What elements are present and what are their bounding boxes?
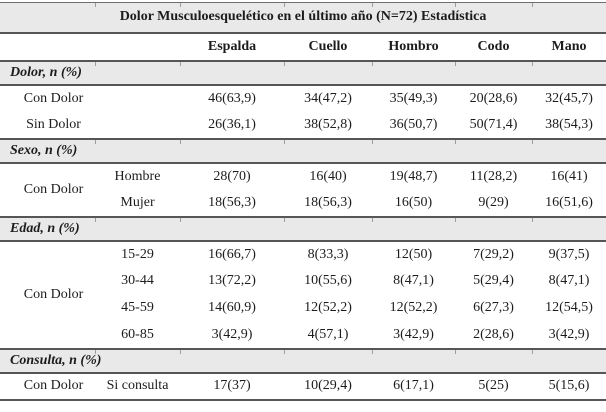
cell-mano: 9(37,5) [532,240,606,268]
cell-espalda: 14(60,9) [180,294,284,322]
cell-codo: 9(29) [455,189,532,217]
column-header-mano: Mano [532,32,606,61]
cell-cuello: 18(56,3) [284,189,372,217]
cell-cuello: 38(52,8) [284,111,372,139]
column-header-espalda: Espalda [180,32,284,61]
cell-codo: 2(28,6) [455,321,532,349]
row-label: Con Dolor [0,372,95,400]
cell-cuello: 12(52,2) [284,294,372,322]
cell-cuello: 16(40) [284,162,372,190]
cell-mano: 32(45,7) [532,84,606,112]
section-header-row: Dolor, n (%) [0,59,606,86]
cell-codo: 7(29,2) [455,240,532,268]
table-row: Con Dolor 15-29 16(66,7) 8(33,3) 12(50) 7(29,… [0,240,606,349]
table-row: Con Dolor Si consulta 17(37) 10(29,4) 6(17,1… [0,372,606,400]
section-header-row: Sexo, n (%) [0,137,606,164]
cell-codo: 5(25) [455,372,532,400]
table-row: Mujer 18(56,3) 18(56,3) 16(50) 9(29) 16(51,6) [0,189,606,217]
row-sublabel: Si consulta [95,372,180,400]
musculoskeletal-pain-table: Dolor Musculoesquelético en el último añ… [0,2,606,401]
cell-mano: 38(54,3) [532,111,606,139]
cell-hombro: 12(52,2) [372,294,455,322]
section-header: Edad, n (%) [0,215,606,242]
cell-codo: 50(71,4) [455,111,532,139]
column-header-codo: Codo [455,32,532,61]
cell-espalda: 28(70) [180,162,284,190]
cell-espalda: 46(63,9) [180,84,284,112]
row-sublabel: 45-59 [95,294,180,322]
cell-hombro: 35(49,3) [372,84,455,112]
cell-cuello: 4(57,1) [284,321,372,349]
cell-cuello: 34(47,2) [284,84,372,112]
cell-mano: 12(54,5) [532,294,606,322]
cell-codo: 5(29,4) [455,267,532,295]
cell-cuello: 10(29,4) [284,372,372,400]
cell-espalda: 17(37) [180,372,284,400]
cell-hombro: 6(17,1) [372,372,455,400]
section-header-row: Consulta, n (%) [0,347,606,374]
table-row: Con Dolor Hombre 28(70) 16(40) 19(48,7) 11(28… [0,162,606,217]
cell-mano: 3(42,9) [532,321,606,349]
section-header: Consulta, n (%) [0,347,606,374]
table-row: Sin Dolor 26(36,1) 38(52,8) 36(50,7) 50(71,4… [0,111,606,139]
column-header-cuello: Cuello [284,32,372,61]
cell-espalda: 26(36,1) [180,111,284,139]
table-title: Dolor Musculoesquelético en el último añ… [0,2,606,34]
cell-mano: 16(41) [532,162,606,190]
cell-espalda: 18(56,3) [180,189,284,217]
cell-codo: 6(27,3) [455,294,532,322]
cell-hombro: 12(50) [372,240,455,268]
cell-cuello: 10(55,6) [284,267,372,295]
row-sublabel: Hombre [95,162,180,190]
section-header-row: Edad, n (%) [0,215,606,242]
cell-hombro: 36(50,7) [372,111,455,139]
column-header-hombro: Hombro [372,32,455,61]
table-row: 45-59 14(60,9) 12(52,2) 12(52,2) 6(27,3) 12(5… [0,294,606,322]
column-header-row: Espalda Cuello Hombro Codo Mano [0,32,606,61]
column-header-spacer [0,32,180,61]
section-header: Sexo, n (%) [0,137,606,164]
cell-espalda: 16(66,7) [180,240,284,268]
section-header: Dolor, n (%) [0,59,606,86]
cell-hombro: 19(48,7) [372,162,455,190]
cell-codo: 20(28,6) [455,84,532,112]
row-label: Con Dolor [0,84,95,112]
row-sublabel: 30-44 [95,267,180,295]
table-title-row: Dolor Musculoesquelético en el último añ… [0,2,606,34]
cell-mano: 5(15,6) [532,372,606,400]
table-row: Con Dolor 46(63,9) 34(47,2) 35(49,3) 20(28,6… [0,84,606,112]
cell-espalda: 3(42,9) [180,321,284,349]
row-label: Con Dolor [0,240,95,349]
table-row: 60-85 3(42,9) 4(57,1) 3(42,9) 2(28,6) 3(42,9) [0,321,606,349]
cell-mano: 8(47,1) [532,267,606,295]
cell-espalda: 13(72,2) [180,267,284,295]
row-sublabel: 60-85 [95,321,180,349]
row-sublabel: Mujer [95,189,180,217]
cell-hombro: 8(47,1) [372,267,455,295]
cell-codo: 11(28,2) [455,162,532,190]
cell-mano: 16(51,6) [532,189,606,217]
cell-hombro: 3(42,9) [372,321,455,349]
cell-cuello: 8(33,3) [284,240,372,268]
row-sublabel [95,111,180,139]
row-sublabel [95,84,180,112]
row-label: Sin Dolor [0,111,95,139]
cell-hombro: 16(50) [372,189,455,217]
table-row: 30-44 13(72,2) 10(55,6) 8(47,1) 5(29,4) 8(47,… [0,267,606,295]
row-label: Con Dolor [0,162,95,217]
row-sublabel: 15-29 [95,240,180,268]
